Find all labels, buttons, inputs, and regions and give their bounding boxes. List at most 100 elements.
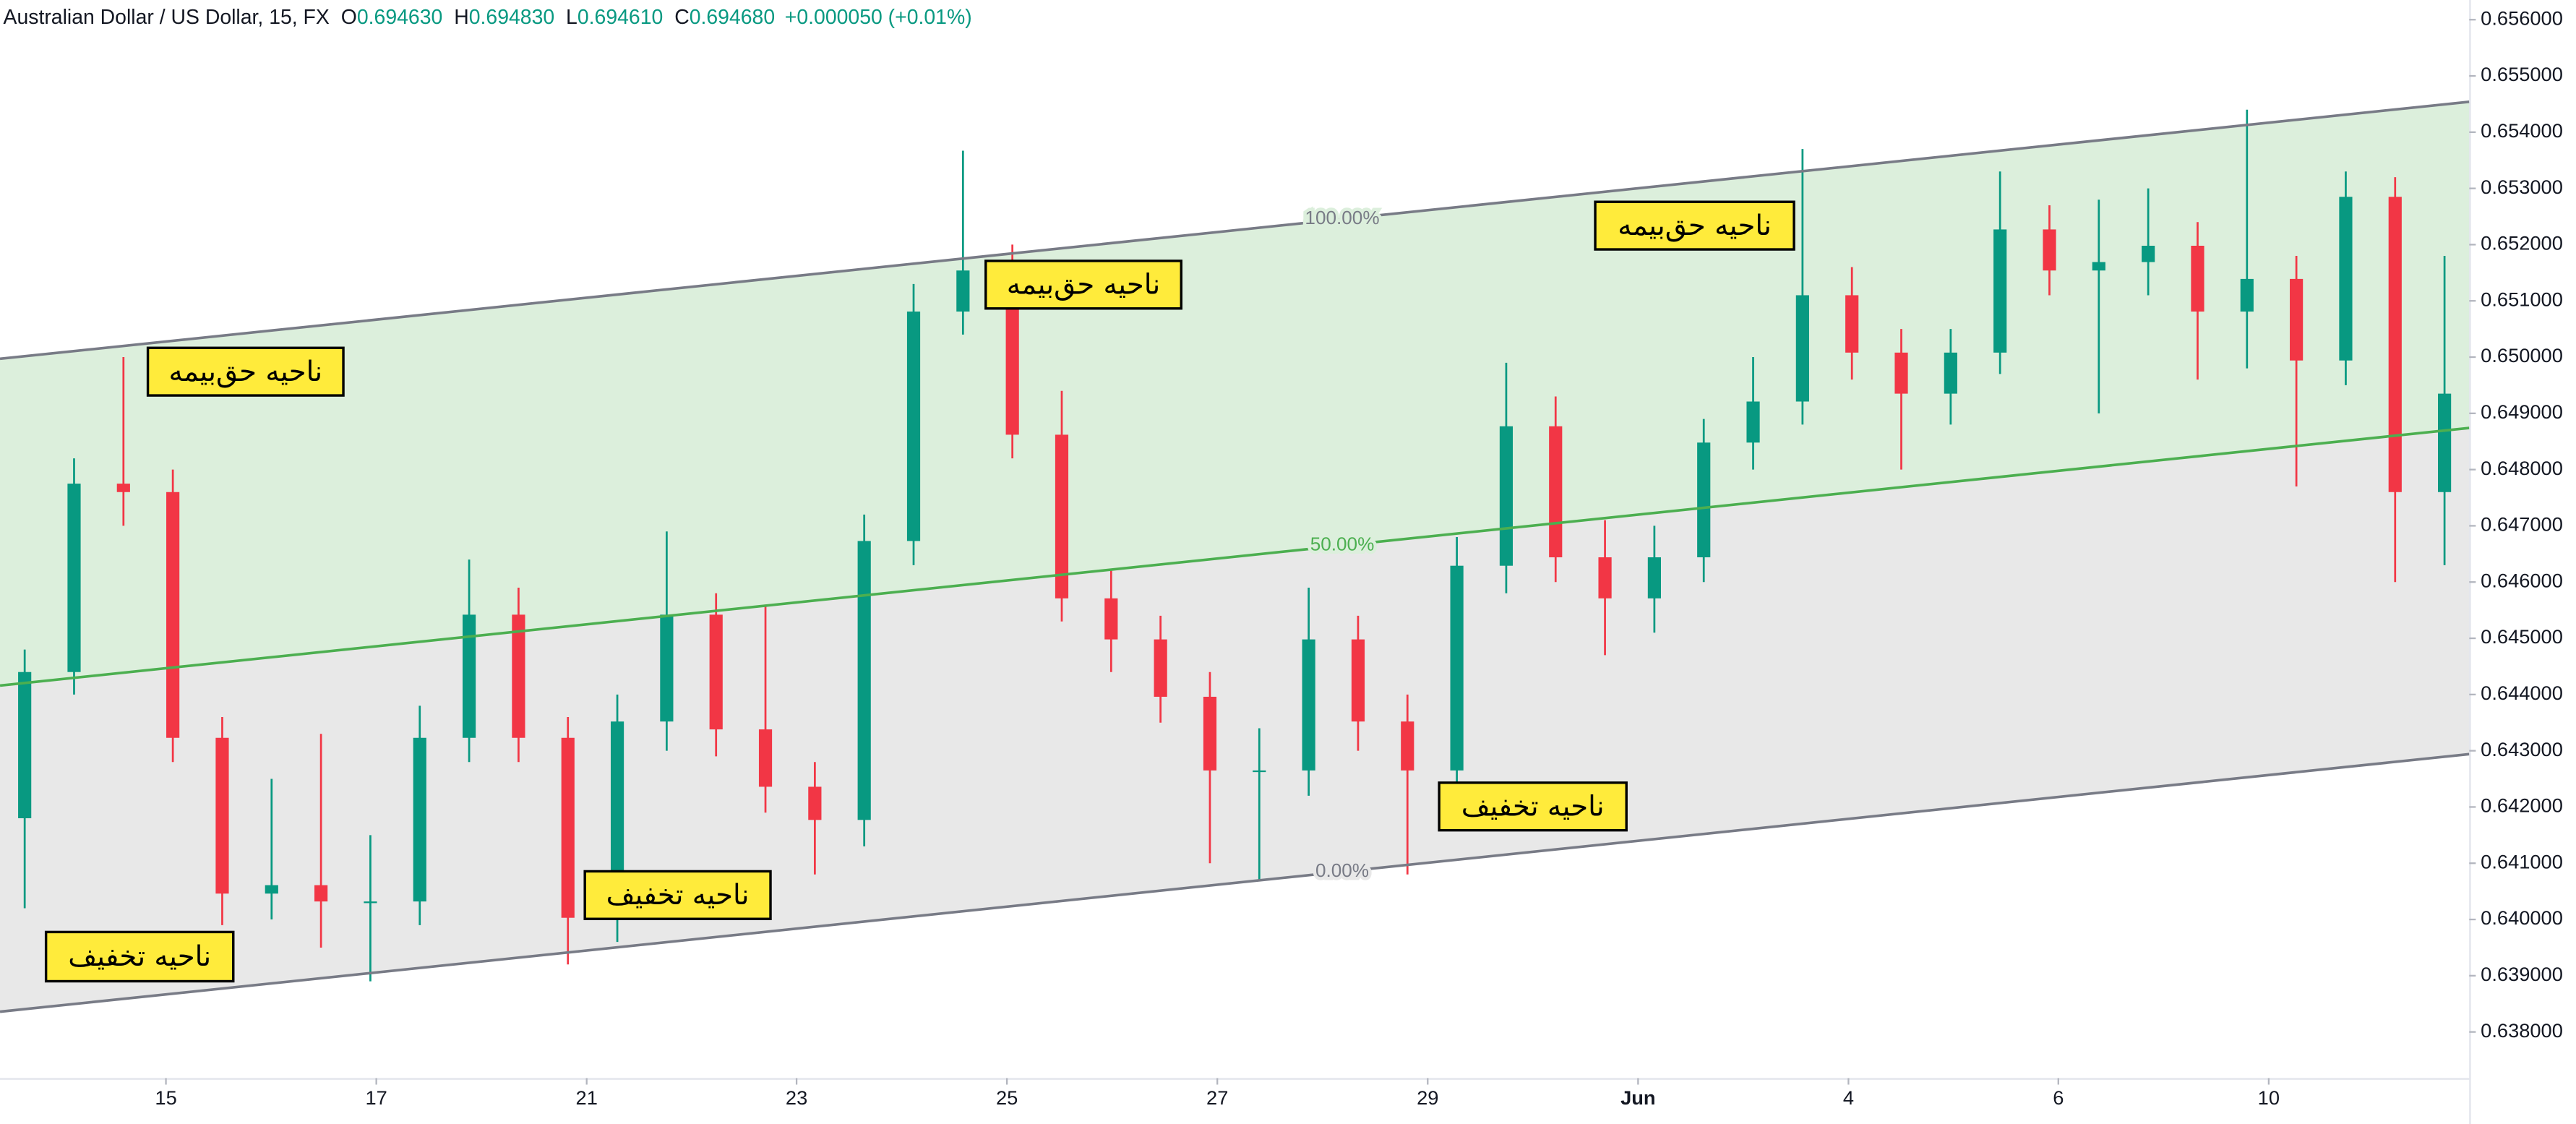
ohlc-key: O bbox=[341, 5, 357, 28]
candle-body bbox=[166, 492, 180, 738]
candle-body bbox=[1203, 696, 1217, 771]
y-tick-label: 0.639000 bbox=[2481, 963, 2563, 985]
y-tick-label: 0.640000 bbox=[2481, 906, 2563, 929]
y-tick-label: 0.649000 bbox=[2481, 400, 2563, 423]
x-tick-label: 23 bbox=[786, 1086, 807, 1109]
candle-body bbox=[1944, 352, 1957, 394]
candle-body bbox=[18, 672, 32, 818]
candle-body bbox=[1302, 639, 1315, 771]
y-tick-label: 0.650000 bbox=[2481, 344, 2563, 366]
candle-body bbox=[1549, 426, 1563, 558]
candle-body bbox=[1499, 426, 1514, 566]
candle-body bbox=[1697, 442, 1711, 558]
y-tick-label: 0.645000 bbox=[2481, 625, 2563, 648]
candle-body bbox=[2043, 229, 2056, 271]
annotation-box bbox=[583, 870, 772, 920]
candle-body bbox=[1253, 770, 1266, 773]
candle-body bbox=[1055, 434, 1069, 599]
ohlc-key: H bbox=[454, 5, 469, 28]
x-tick-label: 25 bbox=[996, 1086, 1018, 1109]
y-tick-label: 0.656000 bbox=[2481, 7, 2563, 29]
candle-body bbox=[1351, 639, 1365, 722]
annotation-box bbox=[984, 259, 1182, 310]
candle-body bbox=[709, 614, 723, 730]
ohlc-key: C bbox=[674, 5, 690, 28]
candle-body bbox=[758, 729, 773, 787]
y-tick-label: 0.655000 bbox=[2481, 63, 2563, 85]
candle-body bbox=[857, 541, 871, 820]
candle-body bbox=[2388, 197, 2402, 492]
candle-body bbox=[1104, 598, 1118, 640]
candle-body bbox=[265, 885, 278, 894]
y-tick-label: 0.648000 bbox=[2481, 457, 2563, 479]
candle-body bbox=[610, 721, 624, 918]
change: +0.000050 (+0.01%) bbox=[785, 5, 972, 28]
x-tick-label: 17 bbox=[365, 1086, 387, 1109]
channel-level-label: 50.00% bbox=[1310, 533, 1375, 555]
candle-body bbox=[2092, 262, 2105, 271]
axes: 0.638000 0.639000 0.640000 0.641000 0.642000… bbox=[155, 7, 2563, 1109]
candle-body bbox=[1845, 295, 1859, 353]
y-tick-label: 0.644000 bbox=[2481, 682, 2563, 704]
candle-body bbox=[1746, 401, 1760, 443]
candle-body bbox=[116, 484, 130, 492]
candle-body bbox=[1154, 639, 1167, 697]
annotation-text: ناحیه حق‌بیمه bbox=[1618, 210, 1772, 242]
channel-level-label: 0.00% bbox=[1315, 859, 1369, 881]
annotation-text: ناحیه حق‌بیمه bbox=[1007, 269, 1161, 301]
candle-body bbox=[413, 737, 426, 902]
candle-body bbox=[1598, 557, 1612, 599]
y-tick-label: 0.652000 bbox=[2481, 232, 2563, 254]
candle-body bbox=[906, 312, 921, 541]
ohlc-value: 0.694610 bbox=[578, 5, 663, 28]
x-tick-label: 4 bbox=[1843, 1086, 1854, 1109]
y-tick-label: 0.643000 bbox=[2481, 738, 2563, 760]
annotation-text: ناحیه تخفیف bbox=[68, 940, 211, 973]
candle-body bbox=[2240, 278, 2254, 312]
candle-body bbox=[364, 901, 377, 904]
x-tick-label: 21 bbox=[576, 1086, 598, 1109]
x-tick-label: 29 bbox=[1417, 1086, 1438, 1109]
annotation-text: ناحیه تخفیف bbox=[1461, 791, 1605, 823]
ohlc-value: 0.694830 bbox=[469, 5, 554, 28]
channel-lower-line bbox=[0, 752, 2470, 1013]
y-tick-label: 0.647000 bbox=[2481, 513, 2563, 536]
candle-body bbox=[2142, 245, 2155, 262]
candle-body bbox=[561, 737, 575, 918]
candle-body bbox=[67, 484, 81, 672]
y-tick-label: 0.641000 bbox=[2481, 850, 2563, 872]
y-tick-label: 0.642000 bbox=[2481, 794, 2563, 817]
candle-body bbox=[1795, 295, 1809, 402]
y-tick-label: 0.638000 bbox=[2481, 1019, 2563, 1042]
annotation-box bbox=[1438, 781, 1628, 832]
candle-body bbox=[2290, 278, 2304, 361]
candle-body bbox=[2339, 197, 2353, 361]
y-tick-label: 0.651000 bbox=[2481, 288, 2563, 310]
candle-body bbox=[2191, 245, 2204, 312]
legend-header: Australian Dollar / US Dollar, 15, FX O0.… bbox=[4, 5, 972, 28]
channel-upper-fill bbox=[0, 101, 2470, 686]
y-tick-label: 0.646000 bbox=[2481, 569, 2563, 591]
ohlc-value: 0.694680 bbox=[690, 5, 775, 28]
candle-body bbox=[808, 786, 822, 820]
candle-body bbox=[660, 614, 674, 722]
x-tick-label: 6 bbox=[2053, 1086, 2064, 1109]
annotation-text: ناحیه تخفیف bbox=[606, 879, 750, 911]
channel-middle-line bbox=[0, 426, 2470, 687]
annotation-box bbox=[1594, 200, 1795, 251]
plot-area: 100.00% 50.00% 0.00% ناحیه حق‌بیمه ناحیه حق‌… bbox=[0, 100, 2470, 1013]
candle-body bbox=[2438, 393, 2452, 492]
y-tick-label: 0.654000 bbox=[2481, 119, 2563, 142]
x-tick-label: 15 bbox=[155, 1086, 176, 1109]
candle-body bbox=[512, 614, 525, 738]
candle-body bbox=[1894, 352, 1908, 394]
candle-body bbox=[1450, 565, 1464, 771]
channel-upper-line bbox=[0, 100, 2470, 361]
candle-body bbox=[1647, 557, 1661, 599]
annotation-box bbox=[44, 930, 235, 983]
ohlc-key: L bbox=[566, 5, 578, 28]
candle-body bbox=[956, 270, 970, 312]
x-tick-label: Jun bbox=[1620, 1086, 1655, 1109]
